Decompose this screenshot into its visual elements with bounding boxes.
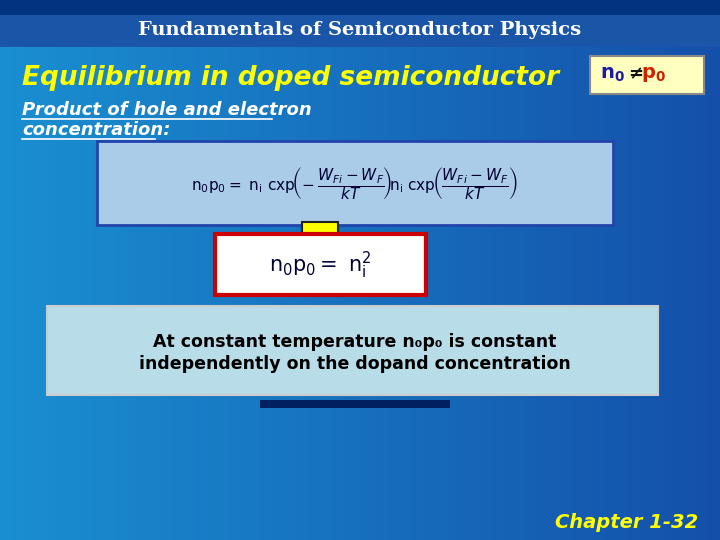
Bar: [0, 15, 720, 47]
Bar: [260, 400, 450, 408]
Text: $\mathrm{n_0 p_0 = \ n_i \ cxp}\!\left(\!-\dfrac{W_{Fi} - W_F}{kT}\!\right)\!\ma: $\mathrm{n_0 p_0 = \ n_i \ cxp}\!\left(\…: [192, 165, 518, 201]
Text: Product of hole and electron: Product of hole and electron: [22, 101, 312, 119]
FancyBboxPatch shape: [97, 141, 613, 225]
Text: $\mathrm{n_0 p_0 = \ n_i^2}$: $\mathrm{n_0 p_0 = \ n_i^2}$: [269, 249, 372, 281]
Text: At constant temperature n₀p₀ is constant: At constant temperature n₀p₀ is constant: [153, 333, 557, 351]
Polygon shape: [286, 222, 354, 267]
Text: Chapter 1-32: Chapter 1-32: [554, 512, 698, 531]
FancyBboxPatch shape: [215, 234, 426, 295]
FancyBboxPatch shape: [590, 56, 704, 94]
Text: $\mathbf{n_0}$: $\mathbf{n_0}$: [600, 65, 625, 84]
Text: concentration:: concentration:: [22, 121, 171, 139]
FancyBboxPatch shape: [47, 306, 658, 395]
Text: independently on the dopand concentration: independently on the dopand concentratio…: [139, 355, 571, 373]
Text: Equilibrium in doped semiconductor: Equilibrium in doped semiconductor: [22, 65, 559, 91]
Bar: [0, 0, 720, 15]
Text: Fundamentals of Semiconductor Physics: Fundamentals of Semiconductor Physics: [138, 21, 582, 39]
Text: $\mathbf{\neq}$: $\mathbf{\neq}$: [625, 65, 644, 83]
Text: $\mathbf{p_0}$: $\mathbf{p_0}$: [641, 65, 666, 84]
